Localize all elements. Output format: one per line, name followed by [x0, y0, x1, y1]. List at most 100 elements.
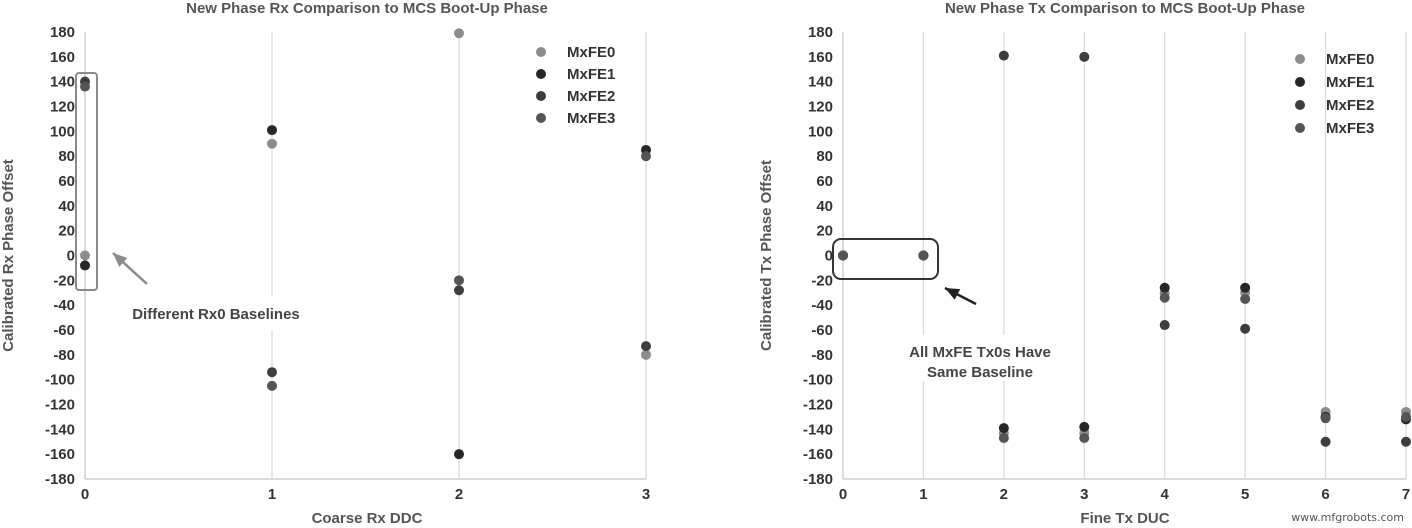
y-tick-label: 160 — [50, 49, 75, 66]
y-tick-label: 0 — [67, 248, 75, 265]
watermark: www.mfgrobots.com — [1291, 511, 1404, 524]
chart-title: New Phase Rx Comparison to MCS Boot-Up P… — [186, 0, 548, 17]
legend-marker — [536, 47, 546, 57]
legend-label: MxFE3 — [567, 110, 615, 127]
y-tick-label: -80 — [811, 347, 833, 364]
y-tick-label: -100 — [803, 372, 833, 389]
x-tick-label: 2 — [1000, 486, 1008, 503]
y-tick-label: 100 — [808, 123, 833, 140]
y-tick-label: 180 — [808, 24, 833, 41]
y-tick-label: -160 — [803, 446, 833, 463]
y-tick-label: 120 — [808, 99, 833, 116]
y-tick-label: 60 — [816, 173, 833, 190]
y-tick-label: -140 — [45, 421, 75, 438]
annotation-text: Different Rx0 Baselines — [132, 306, 300, 323]
y-tick-label: -40 — [811, 297, 833, 314]
x-tick-label: 6 — [1321, 486, 1329, 503]
annotation-box — [108, 296, 324, 330]
legend-marker — [536, 113, 546, 123]
legend-label: MxFE0 — [567, 44, 615, 61]
data-point — [267, 138, 277, 149]
chart-rx-phase: 180160140120100806040200-20-40-60-80-100… — [0, 0, 651, 527]
x-tick-label: 3 — [642, 486, 650, 503]
highlight-box — [75, 72, 98, 291]
x-tick-label: 0 — [81, 486, 89, 503]
legend-label: MxFE2 — [567, 88, 615, 105]
y-tick-label: -140 — [803, 421, 833, 438]
legend-marker — [536, 69, 546, 79]
y-tick-label: -20 — [811, 272, 833, 289]
y-tick-label: 80 — [816, 148, 833, 165]
y-tick-label: 0 — [825, 248, 833, 265]
y-tick-label: 140 — [808, 74, 833, 91]
data-point — [1401, 411, 1411, 422]
data-point — [454, 285, 464, 296]
y-tick-label: -80 — [53, 347, 75, 364]
y-tick-label: 60 — [58, 173, 75, 190]
y-tick-label: -60 — [53, 322, 75, 339]
data-point — [80, 260, 90, 271]
legend-marker — [1295, 54, 1305, 64]
chart-tx-phase: 180160140120100806040200-20-40-60-80-100… — [758, 0, 1411, 527]
data-point — [998, 433, 1009, 444]
data-point — [998, 50, 1009, 61]
highlight-box — [832, 238, 939, 280]
legend-label: MxFE2 — [1326, 97, 1374, 114]
x-tick-label: 2 — [455, 486, 463, 503]
data-point — [641, 151, 651, 162]
y-tick-label: -180 — [45, 471, 75, 488]
y-tick-label: 120 — [50, 99, 75, 116]
x-tick-label: 1 — [268, 486, 276, 503]
data-point — [1401, 436, 1411, 447]
legend-marker — [536, 91, 546, 101]
data-point — [454, 449, 464, 460]
data-point — [1159, 320, 1170, 331]
annotation-text: All MxFE Tx0s Have Same Baseline — [909, 344, 1051, 381]
y-axis-label: Calibrated Tx Phase Offset — [758, 160, 775, 351]
legend-label: MxFE0 — [1326, 51, 1374, 68]
arrow-head — [945, 288, 961, 300]
data-point — [838, 250, 848, 261]
legend-marker — [1295, 77, 1305, 87]
data-point — [1240, 293, 1251, 304]
y-tick-label: -100 — [45, 372, 75, 389]
y-tick-label: 160 — [808, 49, 833, 66]
y-axis-label: Calibrated Rx Phase Offset — [0, 159, 17, 352]
data-point — [1079, 421, 1090, 432]
data-point — [1159, 292, 1170, 303]
x-axis-label: Coarse Rx DDC — [312, 510, 423, 527]
y-tick-label: 20 — [816, 223, 833, 240]
y-tick-label: 140 — [50, 74, 75, 91]
x-tick-label: 1 — [919, 486, 927, 503]
data-point — [1240, 282, 1251, 293]
data-point — [998, 423, 1009, 434]
data-point — [1079, 51, 1090, 62]
y-tick-label: -180 — [803, 471, 833, 488]
y-tick-label: -120 — [45, 397, 75, 414]
chart-title: New Phase Tx Comparison to MCS Boot-Up P… — [945, 0, 1305, 17]
x-tick-label: 0 — [839, 486, 847, 503]
data-point — [1079, 433, 1090, 444]
data-point — [267, 380, 277, 391]
data-point — [1320, 436, 1331, 447]
y-tick-label: 40 — [58, 198, 75, 215]
data-point — [1159, 282, 1170, 293]
data-point — [454, 275, 464, 286]
y-tick-label: 80 — [58, 148, 75, 165]
y-tick-label: -20 — [53, 272, 75, 289]
x-axis-label: Fine Tx DUC — [1080, 510, 1169, 527]
legend-label: MxFE1 — [1326, 74, 1374, 91]
data-point — [1320, 413, 1331, 424]
x-tick-label: 7 — [1402, 486, 1410, 503]
data-point — [454, 28, 464, 39]
legend-marker — [1295, 100, 1305, 110]
x-tick-label: 4 — [1161, 486, 1170, 503]
legend-marker — [1295, 123, 1305, 133]
data-point — [80, 81, 90, 92]
annotation-box — [888, 335, 1070, 381]
y-tick-label: -60 — [811, 322, 833, 339]
y-tick-label: 40 — [816, 198, 833, 215]
x-tick-label: 3 — [1080, 486, 1088, 503]
data-point — [918, 250, 929, 261]
